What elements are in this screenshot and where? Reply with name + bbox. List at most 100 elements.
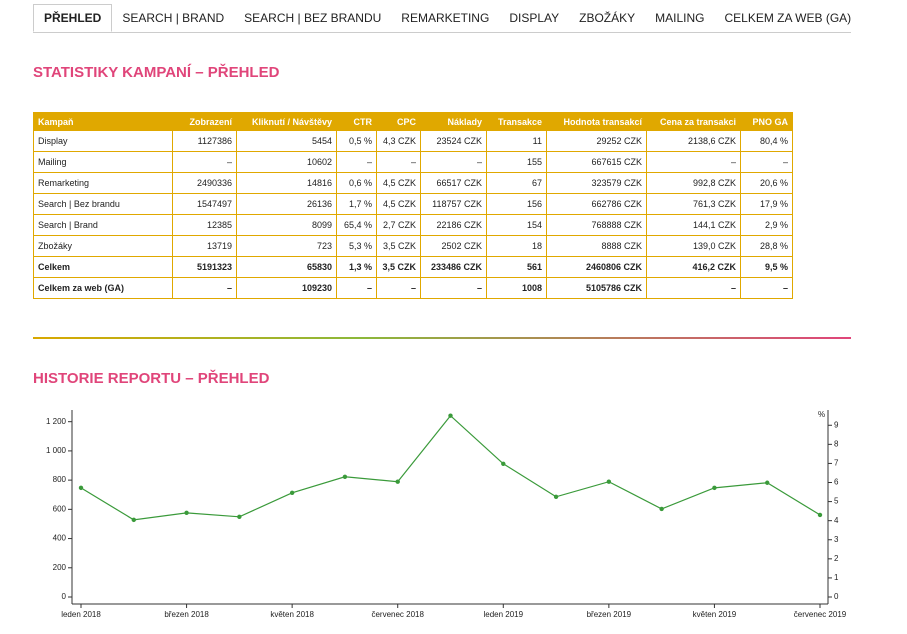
y-tick-label: 200	[53, 563, 67, 572]
table-row: Celkem 5191323 65830 1,3 % 3,5 CZK 233486 CZK…	[33, 256, 793, 278]
cell: –	[376, 151, 421, 173]
point	[184, 510, 189, 516]
y-tick-label: 1 200	[46, 417, 67, 426]
cell: 144,1 CZK	[646, 214, 741, 236]
x-tick-label: leden 2018	[61, 610, 101, 619]
cell: 0,6 %	[336, 172, 377, 194]
tab[interactable]: REMARKETING	[401, 11, 490, 25]
cell: –	[420, 151, 487, 173]
line	[80, 414, 821, 521]
table-row: Mailing –10602– – –155 667615 CZK – –	[33, 151, 793, 173]
tab[interactable]: SEARCH | BEZ BRANDU	[244, 11, 382, 25]
y2-tick-label: 5	[834, 497, 839, 506]
point	[659, 506, 664, 512]
cell: 2490336	[172, 172, 237, 194]
tab[interactable]: MAILING	[655, 11, 705, 25]
y2-tick-label: 7	[834, 459, 839, 468]
point	[606, 479, 612, 484]
cell: 1,3 %	[336, 256, 377, 278]
cell: –	[172, 277, 237, 299]
cell: 67	[486, 172, 547, 194]
point	[289, 490, 295, 496]
cell: Celkem za web (GA)	[33, 277, 173, 299]
x-tick-label: květen 2019	[693, 610, 737, 619]
header-cell: CPC	[376, 112, 421, 131]
point	[501, 461, 506, 466]
cell: 65,4 %	[336, 214, 377, 236]
point	[553, 494, 559, 499]
cell: 80,4 %	[740, 130, 793, 152]
cell: 561	[486, 256, 547, 278]
cell: –	[376, 277, 421, 299]
table-row: Celkem za web (GA) –109230– – –1008 5105786 …	[33, 277, 793, 299]
cell: 5191323	[172, 256, 237, 278]
table-row: Remarketing 2490336 14816 0,6 % 4,5 CZK 66517…	[33, 172, 793, 194]
chart: 0 200 400 600 800 1 000 1 200 0 1 2 3 4 5 6 7 8 9% leden …	[46, 410, 847, 619]
cell: 8888 CZK	[546, 235, 647, 257]
header-cell: Kliknutí / Návštěvy	[236, 112, 337, 131]
point	[817, 512, 823, 518]
point	[237, 514, 242, 519]
cell: 14816	[236, 172, 337, 194]
cell: 1,7 %	[336, 193, 377, 215]
cell: 26136	[236, 193, 337, 215]
tab[interactable]: SEARCH | BRAND	[122, 11, 225, 25]
cell: –	[740, 151, 793, 173]
x-tick-label: červenec 2019	[794, 610, 847, 619]
cell: 992,8 CZK	[646, 172, 741, 194]
separator	[33, 337, 851, 339]
point	[342, 474, 348, 479]
cell: –	[172, 151, 237, 173]
cell: 233486 CZK	[420, 256, 487, 278]
cell: 139,0 CZK	[646, 235, 741, 257]
cell: 28,8 %	[740, 235, 793, 257]
cell: 12385	[172, 214, 237, 236]
cell: –	[336, 277, 377, 299]
tab[interactable]: ZBOŽÁKY	[579, 11, 636, 25]
y-tick-label: 400	[53, 534, 67, 543]
y-tick-label: 1 000	[46, 446, 67, 455]
cell: Remarketing	[33, 172, 173, 194]
y-tick-label: 800	[53, 475, 67, 484]
cell: 416,2 CZK	[646, 256, 741, 278]
cell: Mailing	[33, 151, 173, 173]
tab[interactable]: CELKEM ZA WEB (GA)	[724, 11, 852, 25]
cell: 154	[486, 214, 547, 236]
cell: 11	[486, 130, 547, 152]
point	[448, 413, 453, 418]
cell: 662786 CZK	[546, 193, 647, 215]
y2-tick-label: 0	[834, 592, 839, 601]
point	[712, 485, 717, 491]
y2-tick-label: 9	[834, 420, 839, 429]
cell: –	[740, 277, 793, 299]
section-title: HISTORIE REPORTU – PŘEHLED	[33, 370, 270, 387]
cell: 8099	[236, 214, 337, 236]
tab-bar: PŘEHLED SEARCH | BRAND SEARCH | BEZ BRANDU…	[33, 4, 851, 33]
cell: 155	[486, 151, 547, 173]
y2-tick-label: 1	[834, 573, 839, 582]
cell: 761,3 CZK	[646, 193, 741, 215]
tab[interactable]: DISPLAY	[509, 11, 560, 25]
cell: 118757 CZK	[420, 193, 487, 215]
tab[interactable]: PŘEHLED	[33, 4, 113, 32]
header-cell: Kampaň	[33, 112, 173, 131]
x-tick-label: leden 2019	[483, 610, 523, 619]
cell: 2138,6 CZK	[646, 130, 741, 152]
x-tick-label: březen 2019	[587, 610, 632, 619]
cell: 2,7 CZK	[376, 214, 421, 236]
cell: 3,5 CZK	[376, 235, 421, 257]
cell: 23524 CZK	[420, 130, 487, 152]
cell: –	[646, 277, 741, 299]
cell: –	[336, 151, 377, 173]
header-cell: Cena za transakci	[646, 112, 741, 131]
point	[78, 485, 84, 491]
cell: 4,5 CZK	[376, 172, 421, 194]
y-tick-label: 0	[62, 592, 67, 601]
x-tick-label: květen 2018	[270, 610, 314, 619]
cell: 156	[486, 193, 547, 215]
cell: –	[420, 277, 487, 299]
cell: 2460806 CZK	[546, 256, 647, 278]
cell: 5454	[236, 130, 337, 152]
cell: Search | Bez brandu	[33, 193, 173, 215]
